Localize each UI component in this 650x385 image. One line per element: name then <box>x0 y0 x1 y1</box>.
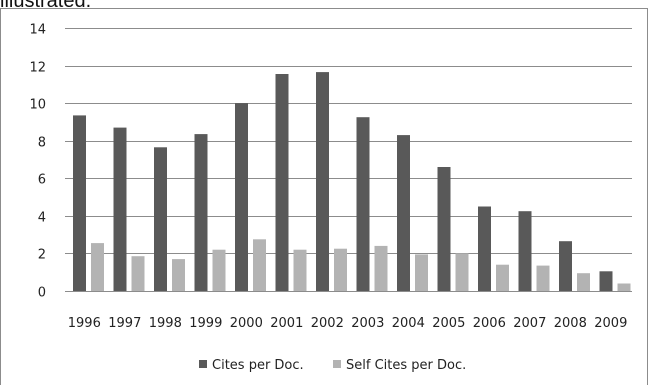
x-axis-labels: 1996 1997 1998 1999 2000 2001 2002 2003 2004 2005… <box>68 316 628 331</box>
y-tick-label: 0 <box>38 286 46 301</box>
x-tick-label: 2007 <box>513 316 546 331</box>
y-tick-label: 10 <box>29 98 46 113</box>
bar-self-cites-per-doc-2006 <box>496 264 509 291</box>
y-axis-ticks: 0 2 4 6 8 10 12 14 <box>29 23 46 301</box>
bar-cites-per-doc-2000 <box>235 103 248 291</box>
x-tick-label: 1996 <box>68 316 101 331</box>
bar-cites-per-doc-2004 <box>397 135 410 291</box>
legend: Cites per Doc. Self Cites per Doc. <box>199 358 466 373</box>
bar-self-cites-per-doc-2000 <box>253 239 266 291</box>
x-tick-label: 2008 <box>554 316 587 331</box>
y-tick-label: 12 <box>29 61 46 76</box>
x-tick-label: 2002 <box>311 316 344 331</box>
bar-cites-per-doc-2003 <box>356 117 370 291</box>
legend-swatch-self-cites-per-doc <box>333 360 341 368</box>
bar-cites-per-doc-2001 <box>275 74 289 291</box>
bar-self-cites-per-doc-1998 <box>172 259 185 291</box>
y-tick-label: 8 <box>38 136 46 151</box>
bar-cites-per-doc-2005 <box>437 167 451 291</box>
x-tick-label: 1997 <box>108 316 141 331</box>
bar-self-cites-per-doc-2002 <box>334 248 347 291</box>
bar-cites-per-doc-1996 <box>73 115 86 292</box>
caption-fragment: illustrated. <box>0 0 92 12</box>
bar-self-cites-per-doc-2004 <box>415 254 428 291</box>
bar-self-cites-per-doc-1997 <box>131 256 145 291</box>
x-tick-label: 2003 <box>351 316 384 331</box>
x-tick-label: 1998 <box>149 316 182 331</box>
bar-self-cites-per-doc-2008 <box>577 273 590 291</box>
y-tick-label: 2 <box>38 248 46 263</box>
bar-cites-per-doc-2002 <box>316 72 329 291</box>
legend-swatch-cites-per-doc <box>199 360 207 368</box>
y-tick-label: 6 <box>38 173 46 188</box>
bar-self-cites-per-doc-1996 <box>91 243 104 291</box>
legend-label-cites-per-doc: Cites per Doc. <box>212 358 304 373</box>
x-tick-label: 1999 <box>189 316 222 331</box>
bar-cites-per-doc-2009 <box>599 271 613 291</box>
bar-cites-per-doc-2006 <box>478 206 491 291</box>
bar-cites-per-doc-1998 <box>154 147 167 291</box>
bar-self-cites-per-doc-2001 <box>293 249 307 291</box>
legend-label-self-cites-per-doc: Self Cites per Doc. <box>346 358 466 373</box>
chart-frame <box>0 8 648 385</box>
y-tick-label: 4 <box>38 211 46 226</box>
bar-cites-per-doc-1999 <box>194 134 208 291</box>
y-tick-label: 14 <box>29 23 46 38</box>
bar-self-cites-per-doc-2005 <box>455 253 469 291</box>
x-tick-label: 2001 <box>270 316 303 331</box>
x-tick-label: 2004 <box>392 316 425 331</box>
x-tick-label: 2009 <box>594 316 627 331</box>
x-tick-label: 2006 <box>473 316 506 331</box>
bar-self-cites-per-doc-1999 <box>212 249 226 291</box>
bar-cites-per-doc-1997 <box>113 127 127 291</box>
bar-self-cites-per-doc-2009 <box>617 283 631 291</box>
bar-cites-per-doc-2007 <box>518 211 532 291</box>
bars <box>73 72 631 292</box>
bar-cites-per-doc-2008 <box>559 241 572 291</box>
bar-self-cites-per-doc-2003 <box>374 245 388 291</box>
x-tick-label: 2000 <box>230 316 263 331</box>
bar-self-cites-per-doc-2007 <box>536 265 550 291</box>
gridlines <box>65 28 632 292</box>
x-tick-label: 2005 <box>432 316 465 331</box>
